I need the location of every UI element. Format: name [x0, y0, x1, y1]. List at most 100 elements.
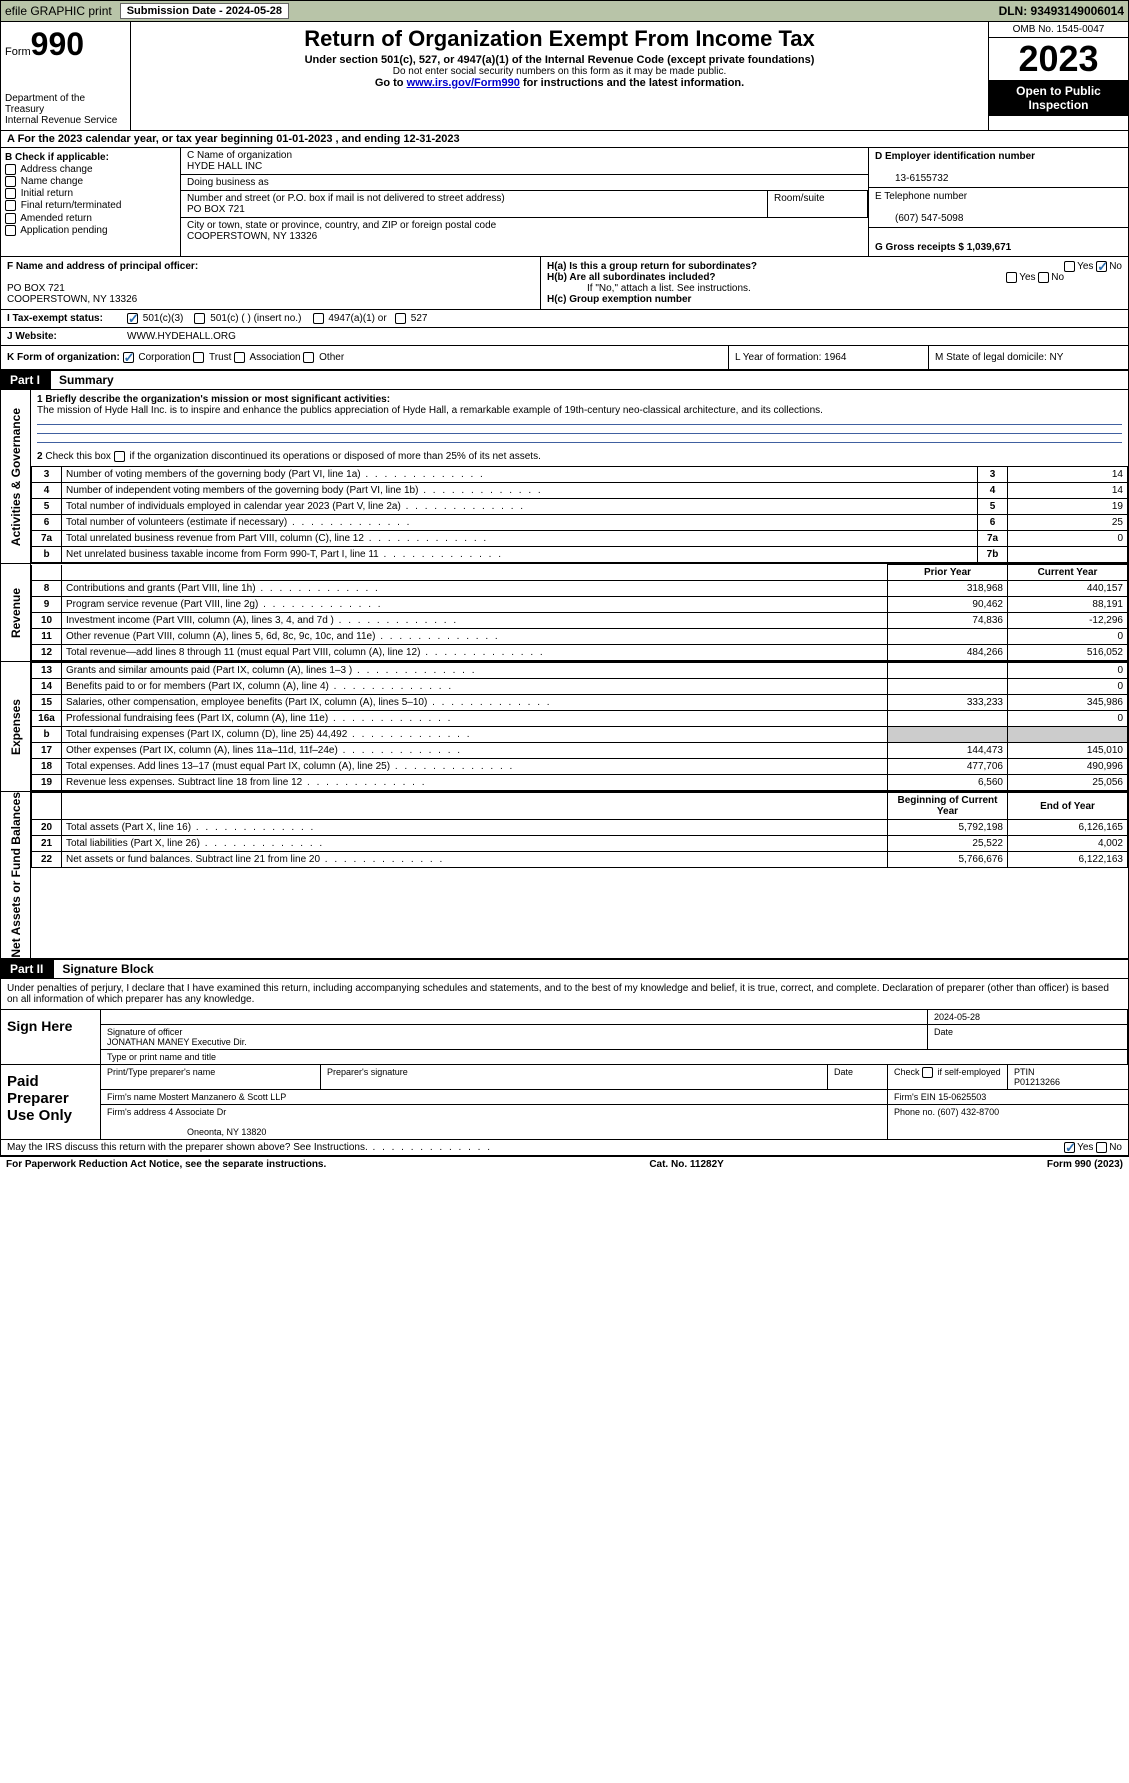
- form-subtitle-1: Under section 501(c), 527, or 4947(a)(1)…: [139, 54, 980, 66]
- signature-intro: Under penalties of perjury, I declare th…: [0, 979, 1129, 1010]
- line-desc: Total number of individuals employed in …: [62, 499, 978, 515]
- lbl-4947: 4947(a)(1) or: [328, 313, 386, 324]
- block-fh: F Name and address of principal officer:…: [0, 257, 1129, 310]
- expenses-table: 13Grants and similar amounts paid (Part …: [31, 662, 1128, 791]
- firm-phone-label: Phone no.: [894, 1107, 938, 1117]
- line-num: 21: [32, 836, 62, 852]
- chk-address-change[interactable]: [5, 164, 16, 175]
- current-year-header: Current Year: [1008, 565, 1128, 581]
- ptin-label: PTIN: [1014, 1067, 1035, 1077]
- form-number: 990: [31, 26, 84, 62]
- footer-right: Form 990 (2023): [1047, 1159, 1123, 1170]
- part-1-title: Summary: [50, 370, 1129, 390]
- line-desc: Revenue less expenses. Subtract line 18 …: [62, 775, 888, 791]
- street-label: Number and street (or P.O. box if mail i…: [187, 193, 505, 204]
- lbl-app-pending: Application pending: [20, 225, 107, 236]
- discuss-no-chk[interactable]: [1096, 1142, 1107, 1153]
- prior-value: 6,560: [888, 775, 1008, 791]
- row-klm: K Form of organization: Corporation Trus…: [0, 346, 1129, 370]
- state-domicile: M State of legal domicile: NY: [928, 346, 1128, 369]
- chk-discontinued[interactable]: [114, 451, 125, 462]
- col-c-org-info: C Name of organizationHYDE HALL INC Doin…: [181, 148, 868, 256]
- hb-label: H(b) Are all subordinates included?: [547, 272, 716, 283]
- ha-yes-lbl: Yes: [1077, 261, 1093, 272]
- chk-name-change[interactable]: [5, 176, 16, 187]
- discuss-no-lbl: No: [1109, 1142, 1122, 1153]
- prior-year-header: Prior Year: [888, 565, 1008, 581]
- prior-value: 74,836: [888, 613, 1008, 629]
- line-num: 12: [32, 645, 62, 661]
- paid-preparer-label: Paid Preparer Use Only: [1, 1065, 101, 1139]
- sig-date: 2024-05-28: [928, 1010, 1128, 1024]
- line-desc: Total number of volunteers (estimate if …: [62, 515, 978, 531]
- footer-mid: Cat. No. 11282Y: [649, 1159, 723, 1170]
- firm-phone: (607) 432-8700: [938, 1107, 1000, 1117]
- lbl-corp: Corporation: [138, 352, 190, 363]
- line-num: 7a: [32, 531, 62, 547]
- prior-value: 333,233: [888, 695, 1008, 711]
- firm-name: Mostert Manzanero & Scott LLP: [159, 1092, 287, 1102]
- lbl-assoc: Association: [249, 352, 300, 363]
- line-num: 18: [32, 759, 62, 775]
- begin-value: 25,522: [888, 836, 1008, 852]
- prior-value: [888, 679, 1008, 695]
- governance-section: Activities & Governance 1 Briefly descri…: [0, 390, 1129, 564]
- current-value: 25,056: [1008, 775, 1128, 791]
- prior-value: [888, 629, 1008, 645]
- chk-app-pending[interactable]: [5, 225, 16, 236]
- chk-amended-return[interactable]: [5, 213, 16, 224]
- block-bc: B Check if applicable: Address change Na…: [0, 148, 1129, 257]
- firm-name-label: Firm's name: [107, 1092, 159, 1102]
- hb-yes-chk[interactable]: [1006, 272, 1017, 283]
- current-value: 0: [1008, 679, 1128, 695]
- city-value: COOPERSTOWN, NY 13326: [187, 231, 317, 242]
- lbl-trust: Trust: [209, 352, 231, 363]
- lbl-amended-return: Amended return: [20, 213, 92, 224]
- ha-yes-chk[interactable]: [1064, 261, 1075, 272]
- lbl-name-change: Name change: [21, 176, 83, 187]
- sig-officer-name: JONATHAN MANEY Executive Dir.: [107, 1037, 247, 1047]
- form-title: Return of Organization Exempt From Incom…: [139, 26, 980, 52]
- current-value: 0: [1008, 663, 1128, 679]
- chk-corp[interactable]: [123, 352, 134, 363]
- sig-date-label: Date: [928, 1025, 1128, 1049]
- line-num: 22: [32, 852, 62, 868]
- tax-exempt-label: I Tax-exempt status:: [1, 310, 121, 327]
- ha-no-chk[interactable]: [1096, 261, 1107, 272]
- line-code: 7a: [978, 531, 1008, 547]
- col-b-header: B Check if applicable:: [5, 152, 176, 163]
- paid-preparer-block: Paid Preparer Use Only Print/Type prepar…: [0, 1065, 1129, 1140]
- chk-assoc[interactable]: [234, 352, 245, 363]
- f-label: F Name and address of principal officer:: [7, 261, 198, 272]
- col-d-ids: D Employer identification number13-61557…: [868, 148, 1128, 256]
- prep-sig-label: Preparer's signature: [321, 1065, 828, 1089]
- sig-type-label: Type or print name and title: [101, 1050, 1128, 1064]
- chk-501c3[interactable]: [127, 313, 138, 324]
- chk-self-employed[interactable]: [922, 1067, 933, 1078]
- firm-addr2: Oneonta, NY 13820: [107, 1127, 266, 1137]
- line-desc: Number of independent voting members of …: [62, 483, 978, 499]
- prep-check-post: if self-employed: [938, 1067, 1001, 1077]
- line-desc: Contributions and grants (Part VIII, lin…: [62, 581, 888, 597]
- discuss-yes-chk[interactable]: [1064, 1142, 1075, 1153]
- line-num: 4: [32, 483, 62, 499]
- chk-501c[interactable]: [194, 313, 205, 324]
- chk-other[interactable]: [303, 352, 314, 363]
- chk-527[interactable]: [395, 313, 406, 324]
- net-assets-table: Beginning of Current YearEnd of Year20To…: [31, 792, 1128, 868]
- lbl-527: 527: [411, 313, 428, 324]
- chk-4947[interactable]: [313, 313, 324, 324]
- current-value: -12,296: [1008, 613, 1128, 629]
- chk-initial-return[interactable]: [5, 188, 16, 199]
- end-value: 4,002: [1008, 836, 1128, 852]
- irs-link[interactable]: www.irs.gov/Form990: [407, 77, 520, 89]
- line-value: [1008, 547, 1128, 563]
- line-desc: Other revenue (Part VIII, column (A), li…: [62, 629, 888, 645]
- hb-no-chk[interactable]: [1038, 272, 1049, 283]
- chk-final-return[interactable]: [5, 200, 16, 211]
- submission-date-button[interactable]: Submission Date - 2024-05-28: [120, 3, 289, 19]
- chk-trust[interactable]: [193, 352, 204, 363]
- form-subtitle-2: Do not enter social security numbers on …: [139, 66, 980, 77]
- line-value: 14: [1008, 467, 1128, 483]
- current-value: 88,191: [1008, 597, 1128, 613]
